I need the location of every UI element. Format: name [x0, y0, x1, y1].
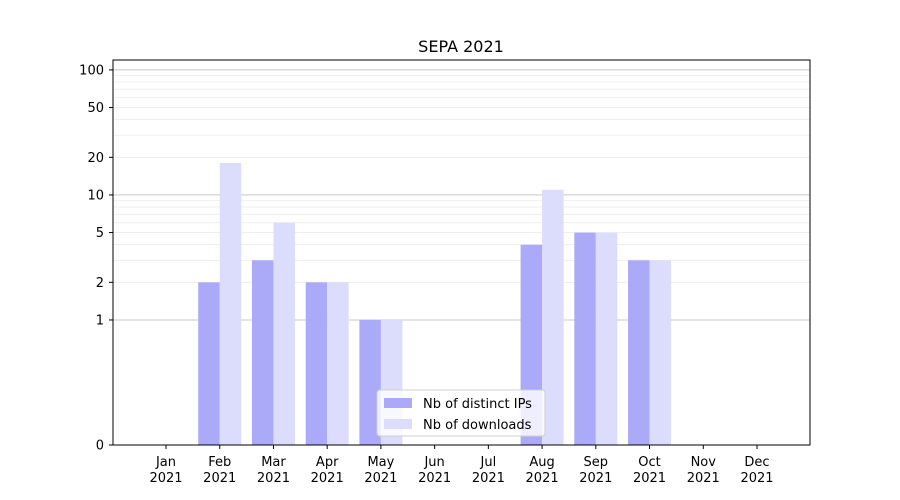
bars-layer [198, 163, 672, 445]
x-tick-label-year: 2021 [472, 471, 505, 486]
y-tick-label: 2 [96, 276, 104, 291]
x-tick-label-year: 2021 [579, 471, 612, 486]
x-tick-label-month: Sep [584, 455, 609, 470]
y-tick-label: 10 [87, 188, 104, 203]
legend-swatch [384, 419, 412, 429]
plot-frame [112, 59, 811, 446]
bar-distinct-ips [305, 282, 328, 445]
y-axis: 0 1 2 5 10 20 50 100 [79, 63, 113, 454]
x-tick-label-month: Nov [691, 455, 717, 470]
y-tick-label: 50 [87, 101, 104, 116]
bar-downloads [542, 189, 564, 445]
x-tick-label-month: Apr [316, 455, 339, 470]
bar-downloads [649, 260, 672, 445]
bar-downloads [219, 163, 242, 445]
x-axis: Jan2021Feb2021Mar2021Apr2021May2021Jun20… [149, 445, 774, 486]
bar-distinct-ips [574, 232, 596, 445]
y-tick-label: 1 [96, 313, 104, 328]
x-tick-label-year: 2021 [311, 471, 344, 486]
x-tick-label-month: Aug [529, 455, 554, 470]
legend-label: Nb of downloads [423, 418, 532, 433]
bar-distinct-ips [251, 260, 274, 445]
x-tick-label-year: 2021 [257, 471, 290, 486]
bar-distinct-ips [628, 260, 650, 445]
bar-downloads [595, 232, 618, 445]
x-tick-label-year: 2021 [526, 471, 559, 486]
x-tick-label-year: 2021 [633, 471, 666, 486]
legend-swatch [384, 398, 412, 408]
x-tick-label-month: May [367, 455, 394, 470]
x-tick-label-year: 2021 [740, 471, 773, 486]
x-tick-label-month: Dec [744, 455, 769, 470]
x-tick-label-year: 2021 [418, 471, 451, 486]
bar-distinct-ips [198, 282, 220, 445]
bar-distinct-ips [359, 319, 381, 445]
bar-downloads [327, 282, 349, 445]
y-tick-label: 20 [87, 151, 104, 166]
x-tick-label-month: Jun [423, 455, 444, 470]
bar-downloads [273, 222, 295, 445]
x-tick-label-month: Oct [638, 455, 660, 470]
x-tick-label-year: 2021 [149, 471, 182, 486]
chart-title: SEPA 2021 [418, 37, 504, 56]
x-tick-label-month: Mar [261, 455, 286, 470]
legend-box [376, 389, 546, 437]
y-tick-label: 0 [96, 439, 104, 454]
legend-label: Nb of distinct IPs [423, 397, 532, 412]
x-tick-label-year: 2021 [687, 471, 720, 486]
x-tick-label-month: Jan [155, 455, 176, 470]
legend: Nb of distinct IPs Nb of downloads [376, 389, 546, 437]
y-tick-label: 100 [79, 63, 104, 78]
y-tick-label: 5 [96, 226, 104, 241]
x-tick-label-month: Jul [480, 455, 497, 470]
x-tick-label-month: Feb [208, 455, 231, 470]
x-tick-label-year: 2021 [203, 471, 236, 486]
x-tick-label-year: 2021 [364, 471, 397, 486]
